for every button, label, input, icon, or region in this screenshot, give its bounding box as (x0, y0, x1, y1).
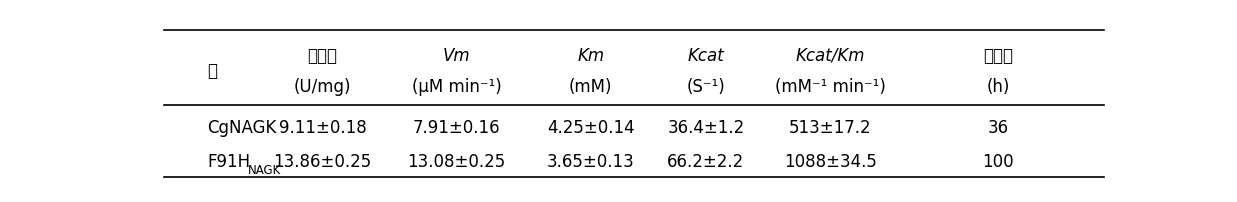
Text: 13.08±0.25: 13.08±0.25 (407, 152, 506, 170)
Text: Kcat/Km: Kcat/Km (795, 46, 865, 64)
Text: Kcat: Kcat (688, 46, 724, 64)
Text: 1088±34.5: 1088±34.5 (784, 152, 877, 170)
Text: F91H: F91H (208, 152, 250, 170)
Text: 酶: 酶 (208, 62, 218, 80)
Text: 13.86±0.25: 13.86±0.25 (273, 152, 371, 170)
Text: NAGK: NAGK (247, 163, 281, 176)
Text: 3.65±0.13: 3.65±0.13 (547, 152, 635, 170)
Text: 100: 100 (982, 152, 1014, 170)
Text: (mM): (mM) (569, 78, 612, 95)
Text: 513±17.2: 513±17.2 (789, 119, 872, 137)
Text: Vm: Vm (443, 46, 470, 64)
Text: Km: Km (578, 46, 605, 64)
Text: 36.4±1.2: 36.4±1.2 (667, 119, 745, 137)
Text: 7.91±0.16: 7.91±0.16 (413, 119, 501, 137)
Text: (U/mg): (U/mg) (293, 78, 351, 95)
Text: (h): (h) (987, 78, 1009, 95)
Text: (mM⁻¹ min⁻¹): (mM⁻¹ min⁻¹) (776, 78, 886, 95)
Text: 半衰期: 半衰期 (983, 46, 1013, 64)
Text: 36: 36 (987, 119, 1009, 137)
Text: 9.11±0.18: 9.11±0.18 (278, 119, 366, 137)
Text: 比酶活: 比酶活 (307, 46, 338, 64)
Text: 4.25±0.14: 4.25±0.14 (547, 119, 635, 137)
Text: (S⁻¹): (S⁻¹) (687, 78, 725, 95)
Text: (μM min⁻¹): (μM min⁻¹) (412, 78, 501, 95)
Text: 66.2±2.2: 66.2±2.2 (667, 152, 745, 170)
Text: CgNAGK: CgNAGK (208, 119, 277, 137)
